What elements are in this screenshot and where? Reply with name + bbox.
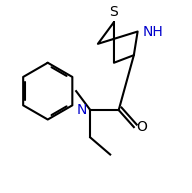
Text: N: N [77, 103, 87, 117]
Text: NH: NH [142, 25, 163, 39]
Text: O: O [137, 120, 148, 135]
Text: S: S [110, 5, 118, 19]
